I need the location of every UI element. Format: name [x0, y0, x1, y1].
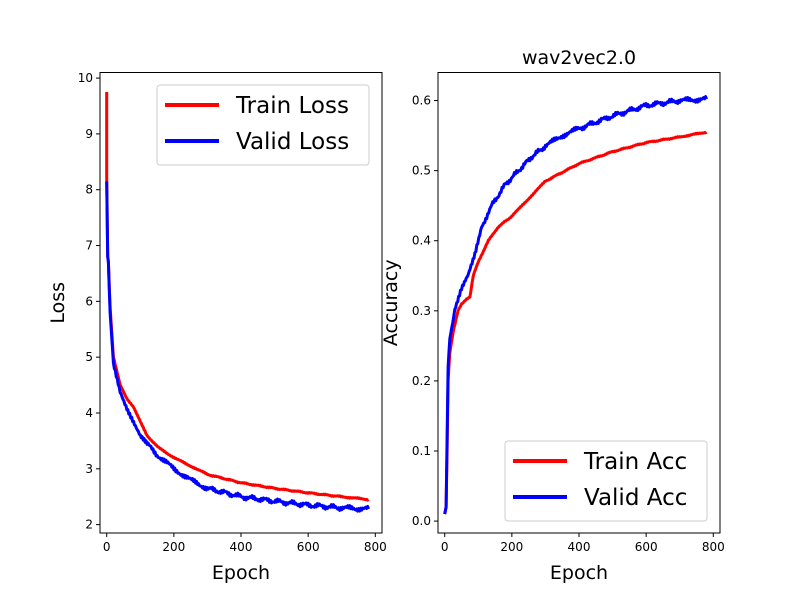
x-tick-label: 200 — [500, 540, 523, 554]
series-line-valid-acc — [443, 95, 708, 515]
series-line-train-loss — [105, 92, 370, 502]
x-axis-label: Epoch — [212, 562, 270, 584]
y-tick-label: 0.5 — [412, 164, 431, 178]
x-tick-label: 400 — [568, 540, 591, 554]
series-line-train-acc — [443, 130, 708, 515]
legend-label: Train Loss — [235, 93, 349, 119]
y-tick-label: 0.3 — [412, 304, 431, 318]
y-tick-label: 3 — [85, 462, 93, 476]
subplot-1: 0 200 400 600 800 2 3 4 5 6 7 8 9 10 Epoch Loss Train Lo… — [47, 71, 387, 584]
legend: Train Loss Valid Loss — [156, 84, 370, 166]
y-tick-label: 0.4 — [412, 234, 431, 248]
y-tick-label: 5 — [85, 350, 93, 364]
y-tick-label: 4 — [85, 406, 93, 420]
x-tick-label: 0 — [441, 540, 449, 554]
legend-label: Valid Loss — [236, 129, 349, 155]
y-tick-label: 8 — [85, 183, 93, 197]
x-tick-label: 600 — [297, 540, 320, 554]
y-tick-label: 9 — [85, 127, 93, 141]
legend: Train Acc Valid Acc — [504, 440, 708, 522]
y-tick-label: 10 — [78, 71, 93, 85]
y-tick-label: 2 — [85, 518, 93, 532]
y-tick-label: 6 — [85, 294, 93, 308]
y-tick-label: 7 — [85, 239, 93, 253]
y-tick-label: 0.1 — [412, 444, 431, 458]
y-tick-label: 0.6 — [412, 94, 431, 108]
x-tick-label: 200 — [162, 540, 185, 554]
subplot-2: 0 200 400 600 800 0.0 0.1 0.2 0.3 0.4 0.5 0.6 Epoch A… — [380, 47, 725, 584]
x-tick-label: 400 — [230, 540, 253, 554]
series-line-valid-loss — [105, 181, 370, 513]
x-tick-label: 800 — [702, 540, 725, 554]
legend-label: Valid Acc — [584, 485, 687, 511]
y-tick-label: 0.0 — [412, 514, 431, 528]
x-axis-label: Epoch — [550, 562, 608, 584]
x-tick-label: 0 — [103, 540, 111, 554]
x-tick-label: 800 — [364, 540, 387, 554]
y-axis-label: Accuracy — [380, 259, 402, 346]
y-axis-label: Loss — [47, 282, 69, 324]
chart-title: wav2vec2.0 — [522, 47, 636, 69]
y-tick-label: 0.2 — [412, 374, 431, 388]
x-tick-label: 600 — [635, 540, 658, 554]
legend-label: Train Acc — [583, 449, 687, 475]
